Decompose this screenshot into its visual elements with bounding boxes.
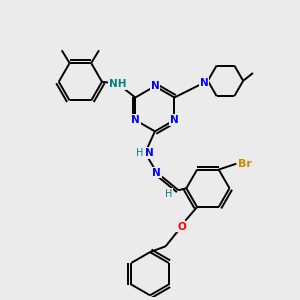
Text: N: N (152, 168, 161, 178)
Text: N: N (145, 148, 153, 158)
Text: NH: NH (109, 79, 126, 89)
Text: Br: Br (238, 159, 252, 169)
Text: N: N (170, 115, 179, 125)
Text: N: N (200, 78, 208, 88)
Text: N: N (151, 81, 159, 91)
Text: N: N (131, 115, 140, 125)
Text: H: H (165, 189, 172, 199)
Text: O: O (177, 222, 186, 232)
Text: H: H (136, 148, 143, 158)
